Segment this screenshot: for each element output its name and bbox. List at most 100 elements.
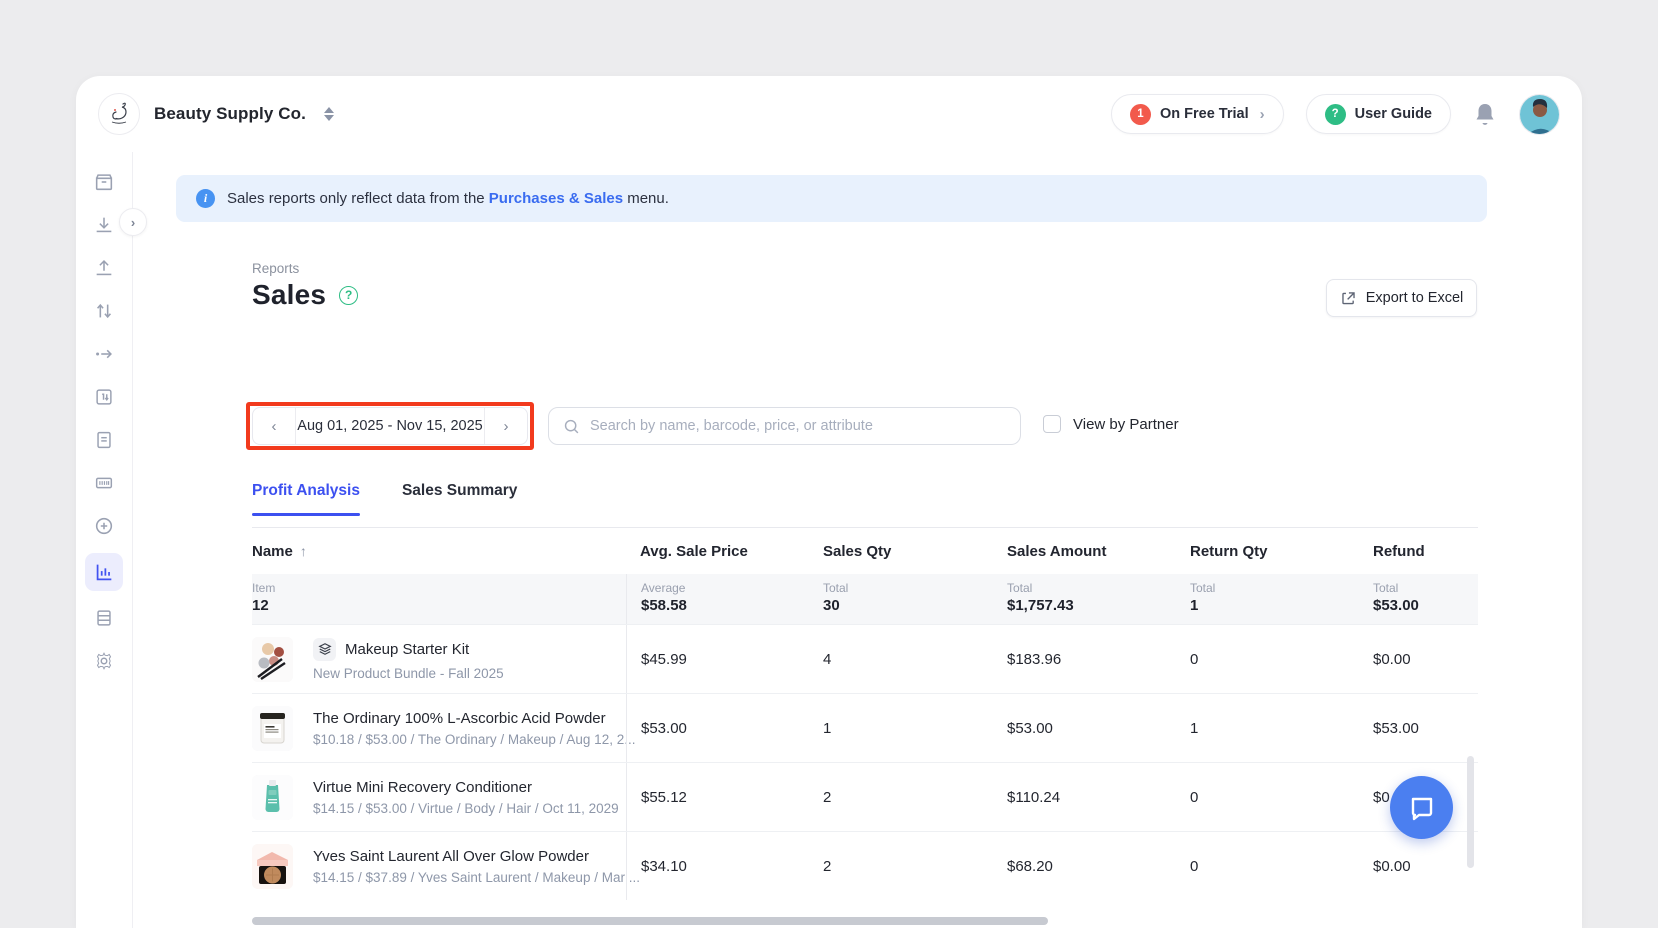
table-row[interactable]: The Ordinary 100% L-Ascorbic Acid Powder…	[252, 693, 1478, 762]
sidebar-nav	[76, 152, 133, 928]
sort-asc-icon[interactable]: ↑	[299, 543, 307, 559]
return-qty-value: 0	[1190, 857, 1199, 875]
avg-sale-price-value: $55.12	[626, 763, 809, 831]
purchases-sales-link[interactable]: Purchases & Sales	[488, 190, 624, 207]
table-row[interactable]: Makeup Starter Kit New Product Bundle - …	[252, 624, 1478, 693]
avg-sale-price-value: $34.10	[626, 832, 809, 900]
sales-amount-value: $68.20	[1007, 857, 1053, 875]
main-content: i Sales reports only reflect data from t…	[133, 152, 1582, 928]
product-subtitle: New Product Bundle - Fall 2025	[313, 665, 504, 681]
column-header-sales-qty[interactable]: Sales Qty	[823, 542, 892, 560]
date-prev-button[interactable]: ‹	[271, 417, 277, 435]
sidebar-item-transfer-icon[interactable]	[86, 295, 122, 327]
user-avatar[interactable]	[1519, 93, 1560, 135]
horizontal-scrollbar[interactable]	[252, 917, 1048, 925]
sidebar-item-reports-icon[interactable]	[85, 553, 123, 591]
summary-return-value: 1	[1190, 597, 1199, 614]
company-logo[interactable]	[98, 93, 140, 135]
column-header-return-qty[interactable]: Return Qty	[1190, 542, 1268, 560]
sidebar-item-move-icon[interactable]	[86, 338, 122, 370]
sidebar-item-adjust-icon[interactable]	[86, 381, 122, 413]
search-box	[548, 407, 1021, 445]
summary-qty-label: Total	[823, 581, 849, 595]
company-name: Beauty Supply Co.	[154, 104, 306, 123]
user-guide-button[interactable]: ? User Guide	[1305, 94, 1451, 134]
product-thumbnail	[252, 843, 293, 889]
return-qty-value: 0	[1190, 650, 1199, 668]
refund-value: $53.00	[1373, 719, 1419, 737]
sidebar-item-add-icon[interactable]	[86, 510, 122, 542]
breadcrumb: Reports	[252, 261, 300, 276]
column-header-name[interactable]: Name ↑	[252, 543, 626, 560]
trial-count-badge: 1	[1129, 103, 1151, 125]
summary-avg-label: Average	[641, 581, 686, 595]
profit-analysis-table: Name ↑ Avg. Sale Price Sales Qty Sales A…	[252, 528, 1478, 900]
question-badge: ?	[1324, 103, 1346, 125]
sales-qty-value: 4	[823, 650, 832, 668]
chat-support-button[interactable]	[1390, 776, 1453, 839]
avg-sale-price-value: $53.00	[626, 694, 809, 762]
return-qty-value: 1	[1190, 719, 1199, 737]
help-icon[interactable]: ?	[339, 285, 359, 305]
view-by-partner-toggle[interactable]: View by Partner	[1043, 415, 1179, 433]
sidebar-item-settings-gear-icon[interactable]	[86, 645, 122, 677]
user-guide-label: User Guide	[1354, 106, 1432, 122]
date-range-label[interactable]: Aug 01, 2025 - Nov 15, 2025	[295, 408, 485, 444]
column-header-avg-sale-price[interactable]: Avg. Sale Price	[640, 542, 748, 560]
sales-qty-value: 2	[823, 857, 832, 875]
refund-value: $0.00	[1373, 857, 1411, 875]
tab-profit-analysis[interactable]: Profit Analysis	[252, 482, 360, 516]
product-name: Makeup Starter Kit	[345, 640, 470, 658]
summary-return-label: Total	[1190, 581, 1216, 595]
product-thumbnail	[252, 774, 293, 820]
banner-suffix: menu.	[627, 190, 669, 207]
app-window: Beauty Supply Co. 1 On Free Trial › ? Us…	[76, 76, 1582, 928]
name-header-label: Name	[252, 542, 293, 560]
sidebar-expand-button[interactable]: ›	[119, 208, 147, 236]
notifications-bell-icon[interactable]	[1473, 101, 1497, 127]
vertical-scrollbar[interactable]	[1467, 756, 1474, 868]
column-header-sales-amount[interactable]: Sales Amount	[1007, 542, 1107, 560]
summary-item-count: 12	[252, 597, 269, 614]
summary-amount-label: Total	[1007, 581, 1033, 595]
sales-qty-value: 2	[823, 788, 832, 806]
summary-refund-value: $53.00	[1373, 597, 1419, 614]
product-thumbnail	[252, 705, 293, 751]
refund-value: $0.00	[1373, 650, 1411, 668]
partner-checkbox[interactable]	[1043, 415, 1061, 433]
summary-amount-value: $1,757.43	[1007, 597, 1074, 614]
product-name: Yves Saint Laurent All Over Glow Powder	[313, 847, 589, 865]
sidebar-item-products-icon[interactable]	[86, 166, 122, 198]
company-switcher-icon[interactable]	[323, 107, 334, 121]
app-header: Beauty Supply Co. 1 On Free Trial › ? Us…	[76, 76, 1582, 152]
beauty-logo-icon	[111, 102, 127, 124]
page-title: Sales	[252, 279, 327, 310]
table-row[interactable]: Virtue Mini Recovery Conditioner $14.15 …	[252, 762, 1478, 831]
summary-item-label: Item	[252, 581, 276, 595]
sales-amount-value: $53.00	[1007, 719, 1053, 737]
summary-refund-label: Total	[1373, 581, 1399, 595]
sidebar-item-import-icon[interactable]	[86, 209, 122, 241]
sidebar-item-documents-icon[interactable]	[86, 424, 122, 456]
date-next-button[interactable]: ›	[503, 417, 509, 435]
table-row[interactable]: Yves Saint Laurent All Over Glow Powder …	[252, 831, 1478, 900]
info-icon: i	[196, 189, 215, 208]
search-input[interactable]	[590, 418, 1006, 434]
free-trial-button[interactable]: 1 On Free Trial ›	[1110, 94, 1284, 134]
banner-text: Sales reports only reflect data from the…	[227, 190, 669, 207]
return-qty-value: 0	[1190, 788, 1199, 806]
export-icon	[1342, 291, 1355, 304]
sidebar-item-export-icon[interactable]	[86, 252, 122, 284]
bundle-icon	[313, 637, 336, 661]
tabs-divider	[252, 527, 1478, 528]
export-label: Export to Excel	[1365, 290, 1464, 306]
sales-amount-value: $183.96	[1007, 650, 1062, 668]
export-to-excel-button[interactable]: Export to Excel	[1326, 279, 1477, 317]
column-header-refund[interactable]: Refund	[1373, 542, 1425, 560]
product-subtitle: $14.15 / $37.89 / Yves Saint Laurent / M…	[313, 869, 640, 885]
table-summary-row: Item 12 Average $58.58 Total 30 Total $1,757…	[252, 574, 1478, 624]
sidebar-item-barcode-icon[interactable]	[86, 467, 122, 499]
product-name: Virtue Mini Recovery Conditioner	[313, 778, 532, 796]
tab-sales-summary[interactable]: Sales Summary	[401, 482, 518, 499]
sidebar-item-inventory-icon[interactable]	[86, 602, 122, 634]
